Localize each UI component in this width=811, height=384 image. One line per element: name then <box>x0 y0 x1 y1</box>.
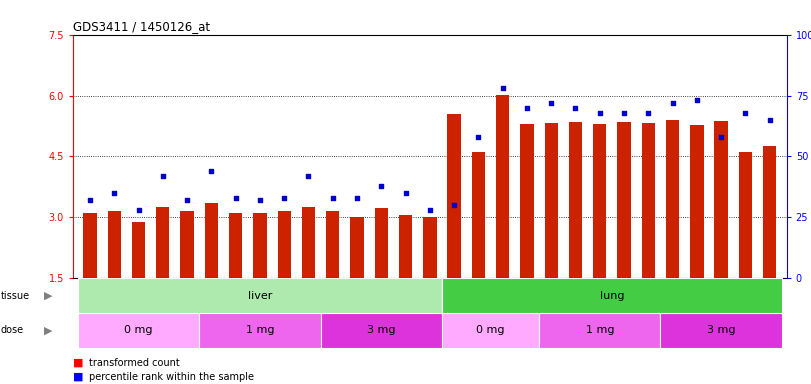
Text: 3 mg: 3 mg <box>707 325 736 335</box>
Bar <box>132 222 145 278</box>
Bar <box>423 217 436 278</box>
Point <box>253 197 266 204</box>
Bar <box>642 123 655 278</box>
Point <box>666 100 679 106</box>
Bar <box>472 152 485 278</box>
Bar <box>520 124 534 278</box>
Text: 0 mg: 0 mg <box>124 325 152 335</box>
Bar <box>399 215 412 278</box>
Point <box>690 97 703 103</box>
Point <box>472 134 485 140</box>
Point <box>157 173 169 179</box>
Bar <box>78 313 200 348</box>
Point <box>545 100 558 106</box>
Bar <box>442 278 782 313</box>
Point <box>277 195 290 201</box>
Bar <box>448 114 461 278</box>
Bar <box>302 207 315 278</box>
Text: lung: lung <box>599 291 624 301</box>
Text: ▶: ▶ <box>45 291 53 301</box>
Bar <box>350 217 363 278</box>
Text: tissue: tissue <box>1 291 30 301</box>
Bar <box>78 278 442 313</box>
Point <box>205 168 218 174</box>
Text: 3 mg: 3 mg <box>367 325 396 335</box>
Point <box>108 190 121 196</box>
Point <box>496 85 509 91</box>
Bar <box>539 313 660 348</box>
Bar <box>714 121 727 278</box>
Point <box>617 109 630 116</box>
Text: ■: ■ <box>73 372 84 382</box>
Bar <box>442 313 539 348</box>
Point <box>230 195 242 201</box>
Point <box>763 117 776 123</box>
Bar <box>108 211 121 278</box>
Bar <box>277 211 291 278</box>
Bar <box>375 209 388 278</box>
Point <box>569 105 582 111</box>
Text: liver: liver <box>247 291 272 301</box>
Bar <box>666 120 680 278</box>
Text: ■: ■ <box>73 358 84 368</box>
Bar <box>84 213 97 278</box>
Point <box>448 202 461 209</box>
Point <box>132 207 145 213</box>
Bar <box>569 122 582 278</box>
Point <box>375 183 388 189</box>
Text: transformed count: transformed count <box>89 358 180 368</box>
Point <box>642 109 654 116</box>
Text: percentile rank within the sample: percentile rank within the sample <box>89 372 254 382</box>
Text: 1 mg: 1 mg <box>246 325 274 335</box>
Bar <box>204 203 218 278</box>
Text: dose: dose <box>1 325 24 335</box>
Point <box>350 195 363 201</box>
Point <box>739 109 752 116</box>
Point <box>714 134 727 140</box>
Bar <box>763 146 776 278</box>
Point <box>521 105 534 111</box>
Point <box>399 190 412 196</box>
Text: GDS3411 / 1450126_at: GDS3411 / 1450126_at <box>73 20 210 33</box>
Point <box>302 173 315 179</box>
Text: 1 mg: 1 mg <box>586 325 614 335</box>
Point <box>326 195 339 201</box>
Bar <box>229 213 242 278</box>
Point <box>84 197 97 204</box>
Text: 0 mg: 0 mg <box>476 325 504 335</box>
Bar <box>617 122 631 278</box>
Bar <box>253 213 267 278</box>
Bar <box>157 207 169 278</box>
Bar <box>690 125 703 278</box>
Bar <box>326 211 340 278</box>
Bar <box>496 95 509 278</box>
Bar <box>200 313 320 348</box>
Point <box>181 197 194 204</box>
Bar <box>739 152 752 278</box>
Bar <box>660 313 782 348</box>
Bar <box>180 211 194 278</box>
Point <box>594 109 607 116</box>
Bar <box>320 313 442 348</box>
Bar <box>593 124 607 278</box>
Point <box>423 207 436 213</box>
Bar <box>544 123 558 278</box>
Text: ▶: ▶ <box>45 325 53 335</box>
